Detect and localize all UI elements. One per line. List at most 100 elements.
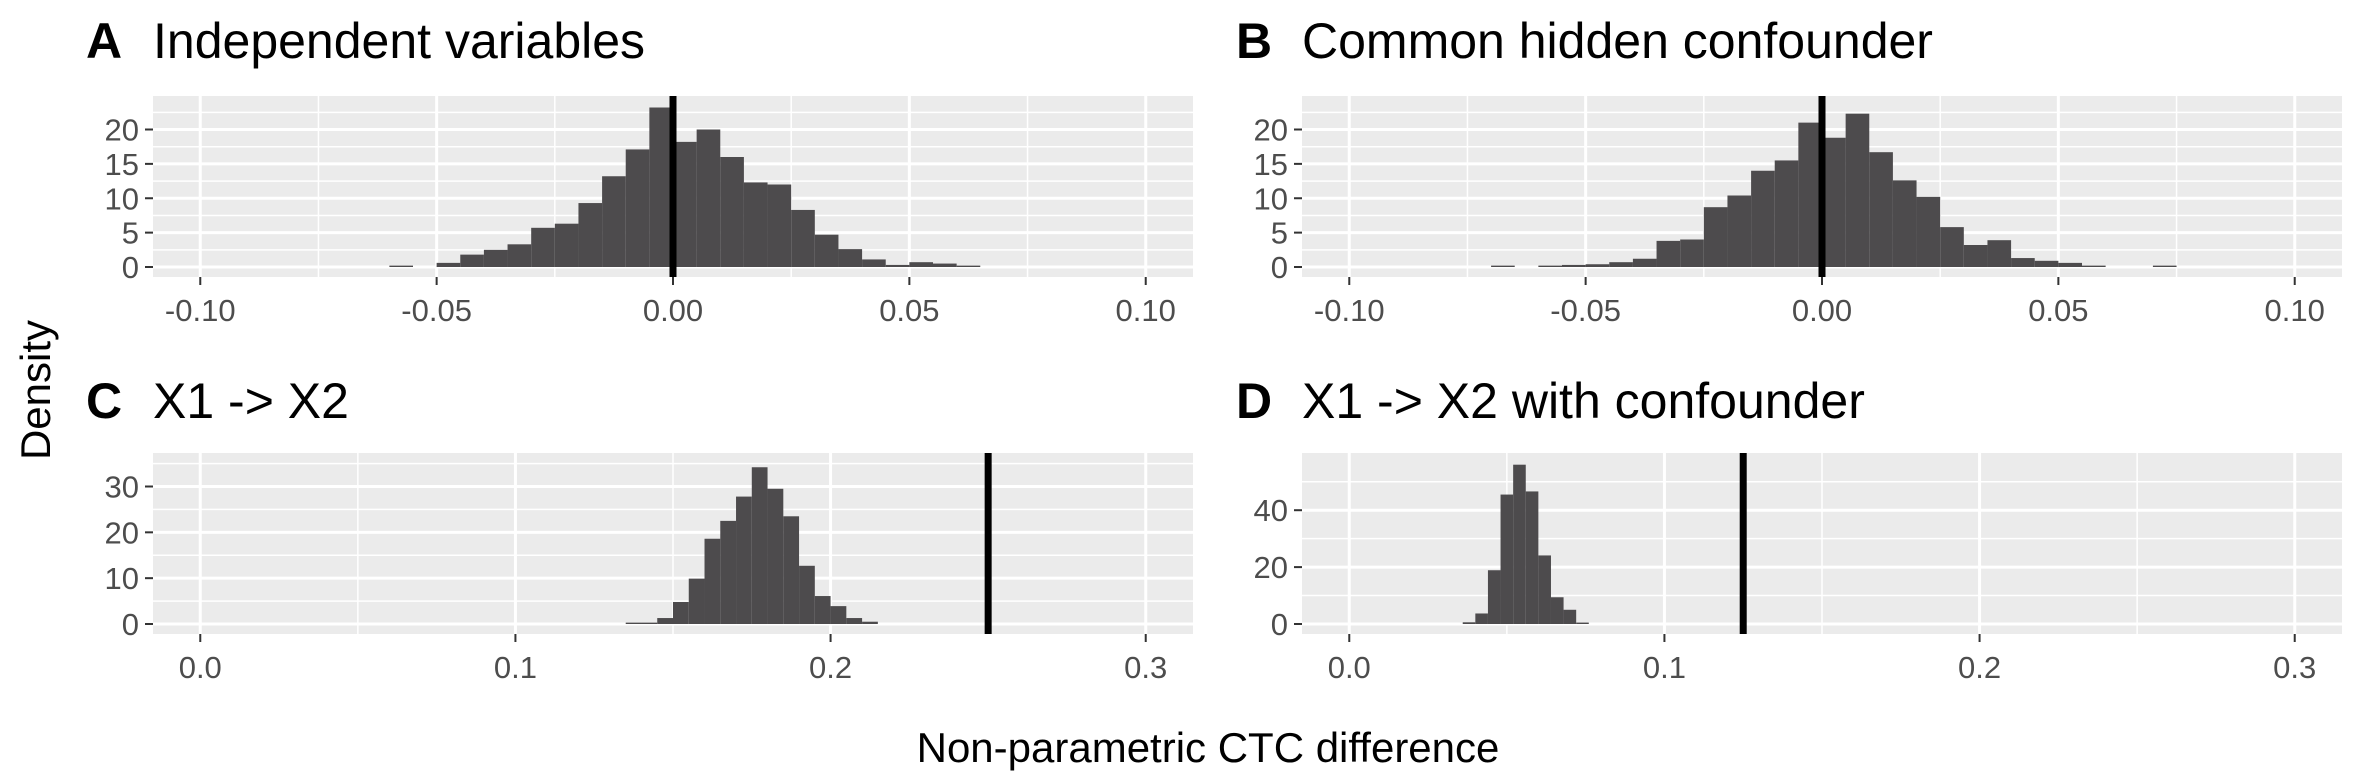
x-tick-label: 0.0: [179, 650, 222, 685]
histogram-bar: [460, 254, 484, 267]
histogram-bar: [2152, 265, 2177, 267]
histogram-bar: [736, 496, 752, 624]
histogram-bar: [846, 618, 863, 624]
x-tick-label: -0.05: [1550, 293, 1621, 328]
histogram-bar: [933, 263, 957, 267]
panel-d-tag: D: [1236, 373, 1272, 429]
histogram-bar: [1987, 240, 2012, 267]
histogram-bar: [1609, 262, 1633, 267]
histogram-bar: [799, 565, 815, 624]
histogram-bar: [1703, 207, 1728, 267]
x-tick-label: 0.3: [2273, 650, 2316, 685]
y-tick-label: 0: [1271, 607, 1288, 642]
panel-b-tag: B: [1236, 13, 1272, 69]
y-tick-label: 0: [1271, 250, 1288, 285]
histogram-bar: [483, 249, 508, 267]
histogram-bar: [1576, 622, 1589, 624]
histogram-bar: [531, 227, 555, 267]
histogram-bar: [2011, 258, 2035, 267]
histogram-bar: [862, 621, 878, 624]
histogram-bar: [2058, 262, 2082, 267]
histogram-bar: [2082, 265, 2106, 267]
histogram-bar: [657, 618, 673, 624]
y-tick-label: 20: [105, 515, 139, 550]
panel-c: 0 10 20 30 0.0 0.1 0.2 0.3 C X1 -> X2: [86, 373, 1193, 685]
histogram-bar: [389, 265, 413, 267]
histogram-bar: [688, 578, 705, 624]
x-tick-label: 0.05: [2028, 293, 2088, 328]
histogram-bar: [720, 157, 744, 267]
panel-c-tag: C: [86, 373, 122, 429]
histogram-bar: [625, 622, 642, 624]
y-tick-label: 0: [122, 250, 139, 285]
histogram-bar: [1774, 160, 1799, 267]
histogram-bar: [1538, 555, 1551, 624]
histogram-bar: [1585, 264, 1610, 267]
x-tick-label: 0.1: [1643, 650, 1686, 685]
histogram-bar: [1656, 240, 1681, 267]
x-tick-label: 0.0: [1328, 650, 1371, 685]
histogram-bar: [814, 234, 839, 267]
panel-a-tag: A: [86, 13, 122, 69]
x-tick-label: 0.3: [1124, 650, 1167, 685]
y-tick-label: 0: [122, 607, 139, 642]
histogram-bar: [673, 602, 689, 624]
histogram-bar: [862, 259, 886, 267]
histogram-bar: [767, 184, 792, 267]
histogram-bar: [1513, 464, 1526, 624]
x-tick-label: -0.05: [401, 293, 472, 328]
x-tick-label: 0.00: [643, 293, 703, 328]
histogram-bar: [830, 606, 847, 624]
y-tick-label: 10: [1254, 181, 1288, 216]
x-tick-label: 0.1: [494, 650, 537, 685]
histogram-bar: [673, 141, 697, 267]
x-tick-label: -0.10: [1314, 293, 1385, 328]
y-tick-label: 10: [105, 561, 139, 596]
histogram-bar: [507, 244, 532, 267]
panel-d: 0 20 40 0.0 0.1 0.2 0.3 D X1 -> X2 with confound…: [1236, 373, 2342, 685]
histogram-bar: [1563, 609, 1577, 624]
histogram-bar: [909, 262, 933, 267]
y-tick-label: 20: [1254, 550, 1288, 585]
histogram-bar: [554, 223, 579, 267]
y-tick-label: 10: [105, 181, 139, 216]
histogram-bar: [1798, 122, 1822, 267]
histogram-bar: [1727, 195, 1752, 267]
x-tick-label: 0.00: [1792, 293, 1852, 328]
histogram-bar: [1680, 239, 1704, 267]
histogram-bar: [1632, 258, 1657, 267]
histogram-bar: [1916, 196, 1941, 267]
histogram-bar: [838, 249, 863, 267]
histogram-bar: [1822, 137, 1846, 267]
histogram-bar: [1562, 264, 1586, 267]
x-tick-label: 0.2: [1958, 650, 2001, 685]
y-tick-label: 40: [1254, 493, 1288, 528]
histogram-bar: [767, 488, 784, 624]
y-tick-label: 5: [122, 216, 139, 251]
histogram-bar: [1963, 245, 1988, 267]
x-axis-title: Non-parametric CTC difference: [917, 724, 1500, 771]
y-tick-label: 20: [1254, 113, 1288, 148]
histogram-bar: [625, 149, 650, 267]
histogram-bar: [1491, 265, 1515, 267]
panel-b-title: Common hidden confounder: [1302, 13, 1933, 69]
y-tick-label: 15: [105, 147, 139, 182]
x-tick-label: 0.10: [2265, 293, 2325, 328]
histogram-bar: [1550, 597, 1564, 624]
histogram-bar: [1538, 265, 1562, 267]
histogram-bar: [696, 129, 721, 267]
histogram-bar: [783, 516, 800, 624]
histogram-bar: [814, 596, 831, 624]
histogram-bar: [1845, 113, 1870, 267]
histogram-bar: [2034, 260, 2059, 267]
histogram-bar: [1892, 180, 1917, 267]
histogram-bar: [720, 520, 737, 624]
histogram-bar: [1525, 491, 1539, 624]
x-tick-label: 0.2: [809, 650, 852, 685]
panel-c-title: X1 -> X2: [153, 373, 349, 429]
y-axis-title: Density: [12, 320, 59, 460]
histogram-bar: [578, 203, 603, 267]
